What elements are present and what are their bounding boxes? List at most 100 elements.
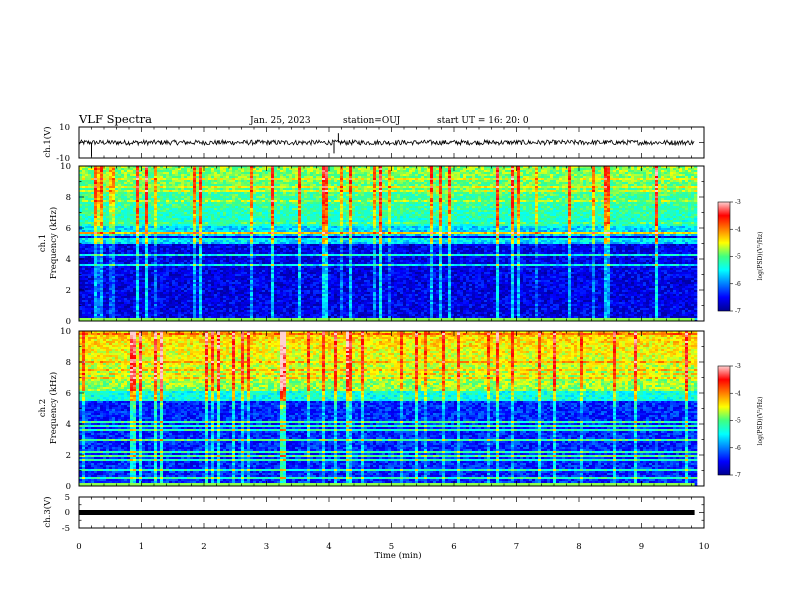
spectrogram-cell xyxy=(151,208,155,211)
spectrogram-cell xyxy=(505,190,509,193)
spectrogram-cell xyxy=(607,168,611,171)
spectrogram-cell xyxy=(160,200,164,203)
spectrogram-cell xyxy=(616,178,620,181)
spectrogram-cell xyxy=(346,194,350,197)
spectrogram-cell xyxy=(538,194,542,197)
spectrogram-cell xyxy=(235,206,239,209)
spectrogram-cell xyxy=(301,208,305,211)
spectrogram-cell xyxy=(646,184,650,187)
spectrogram-cell xyxy=(130,192,134,195)
spectrogram-cell xyxy=(151,196,155,199)
spectrogram-cell xyxy=(451,192,455,195)
spectrogram-cell xyxy=(496,200,500,203)
spectrogram-cell xyxy=(637,208,641,211)
spectrogram-cell xyxy=(181,180,185,183)
spectrogram-cell xyxy=(643,174,647,177)
spectrogram-cell xyxy=(100,174,104,177)
spectrogram-cell xyxy=(631,202,635,205)
spectrogram-cell xyxy=(280,208,284,211)
spectrogram-cell xyxy=(361,198,365,201)
spectrogram-cell xyxy=(187,186,191,189)
spectrogram-cell xyxy=(436,208,440,211)
spectrogram-cell xyxy=(682,174,686,177)
spectrogram-cell xyxy=(94,184,98,187)
spectrogram-cell xyxy=(361,208,365,211)
spectrogram-cell xyxy=(427,178,431,181)
spectrogram-cell xyxy=(94,180,98,183)
spectrogram-cell xyxy=(340,196,344,199)
spectrogram-cell xyxy=(676,170,680,173)
spectrogram-cell xyxy=(481,178,485,181)
spectrogram-cell xyxy=(484,186,488,189)
spectrogram-cell xyxy=(421,206,425,209)
spectrogram-cell xyxy=(202,194,206,197)
spectrogram-cell xyxy=(88,184,92,187)
spectrogram-cell xyxy=(517,204,521,207)
spectrogram-cell xyxy=(79,202,83,205)
spectrogram-cell xyxy=(688,208,692,211)
spectrogram-cell xyxy=(280,172,284,175)
spectrogram-cell xyxy=(577,196,581,199)
spectrogram-cell xyxy=(349,182,353,185)
spectrogram-cell xyxy=(574,180,578,183)
spectrogram-cell xyxy=(304,194,308,197)
spectrogram-cell xyxy=(613,202,617,205)
spectrogram-cell xyxy=(232,200,236,203)
spectrogram-cell xyxy=(232,182,236,185)
spectrogram-cell xyxy=(610,198,614,201)
spectrogram-cell xyxy=(157,208,161,211)
spectrogram-cell xyxy=(598,176,602,179)
spectrogram-cell xyxy=(517,176,521,179)
spectrogram-cell xyxy=(460,186,464,189)
spectrogram-cell xyxy=(301,176,305,179)
spectrogram-cell xyxy=(145,168,149,171)
spectrogram-cell xyxy=(619,210,623,213)
spectrogram-cell xyxy=(220,182,224,185)
spectrogram-cell xyxy=(313,194,317,197)
spectrogram-cell xyxy=(496,184,500,187)
spectrogram-cell xyxy=(166,208,170,211)
spectrogram-cell xyxy=(244,184,248,187)
spectrogram-cell xyxy=(202,208,206,211)
spectrogram-cell xyxy=(472,170,476,173)
spectrogram-cell xyxy=(109,166,113,169)
spectrogram-cell xyxy=(235,174,239,177)
spectrogram-cell xyxy=(511,174,515,177)
spectrogram-cell xyxy=(187,180,191,183)
spectrogram-cell xyxy=(562,208,566,211)
spectrogram-cell xyxy=(280,176,284,179)
spectrogram-cell xyxy=(181,182,185,185)
spectrogram-cell xyxy=(472,168,476,171)
spectrogram-cell xyxy=(220,202,224,205)
spectrogram-cell xyxy=(586,174,590,177)
spectrogram-cell xyxy=(478,170,482,173)
spectrogram-cell xyxy=(562,206,566,209)
spectrogram-cell xyxy=(145,196,149,199)
spectrogram-cell xyxy=(262,176,266,179)
spectrogram-cell xyxy=(604,202,608,205)
spectrogram-cell xyxy=(670,208,674,211)
spectrogram-cell xyxy=(553,200,557,203)
spectrogram-cell xyxy=(556,170,560,173)
spectrogram-cell xyxy=(643,186,647,189)
spectrogram-cell xyxy=(652,192,656,195)
spectrogram-cell xyxy=(613,198,617,201)
spectrogram-cell xyxy=(634,172,638,175)
spectrogram-cell xyxy=(346,168,350,171)
spectrogram-cell xyxy=(160,166,164,169)
spectrogram-cell xyxy=(526,172,530,175)
spectrogram-cell xyxy=(667,190,671,193)
spectrogram-cell xyxy=(265,190,269,193)
spectrogram-cell xyxy=(244,168,248,171)
spectrogram-cell xyxy=(235,184,239,187)
spectrogram-cell xyxy=(253,174,257,177)
spectrogram-cell xyxy=(295,202,299,205)
spectrogram-cell xyxy=(199,176,203,179)
spectrogram-cell xyxy=(259,178,263,181)
spectrogram-cell xyxy=(256,204,260,207)
spectrogram-cell xyxy=(121,190,125,193)
spectrogram-cell xyxy=(325,178,329,181)
spectrogram-cell xyxy=(394,188,398,191)
spectrogram-cell xyxy=(112,192,116,195)
spectrogram-cell xyxy=(115,188,119,191)
